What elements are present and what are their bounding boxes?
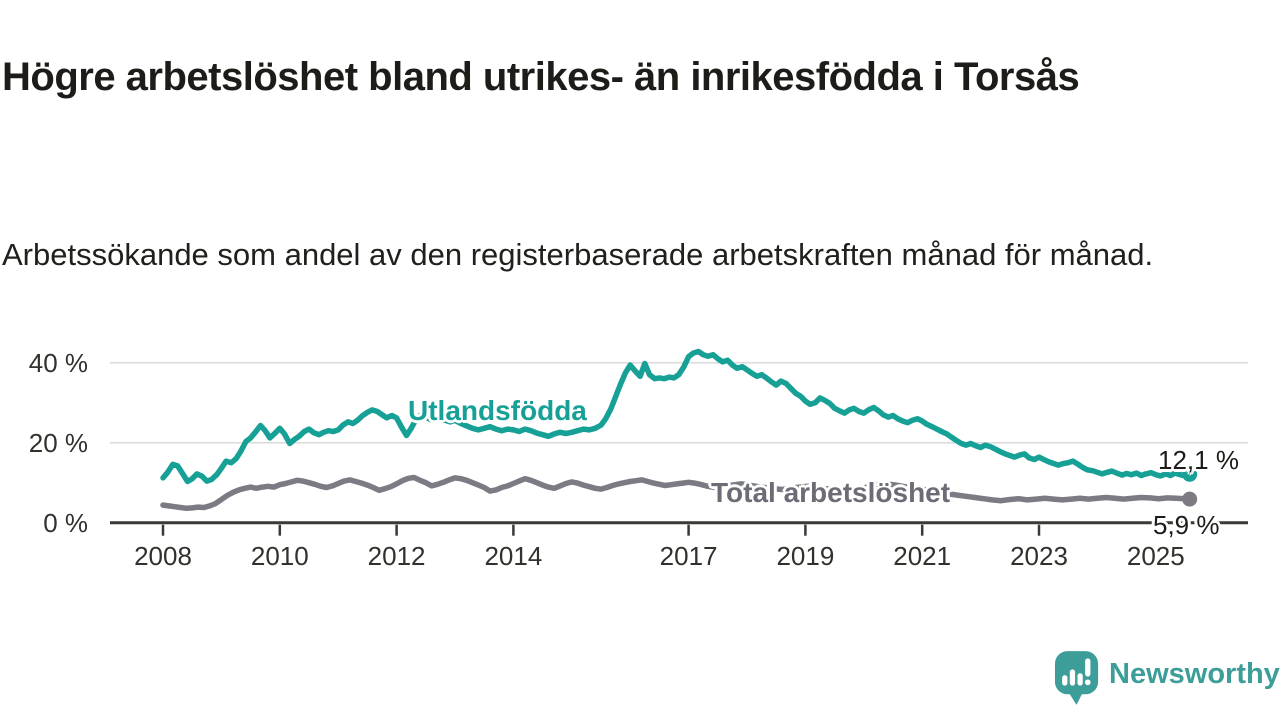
newsworthy-logo[interactable]: Newsworthy — [1054, 650, 1280, 706]
y-tick-label: 0 % — [43, 507, 88, 538]
series-end-dot-utlandsfodda — [1182, 466, 1198, 482]
x-tick-label: 2014 — [484, 541, 543, 571]
x-tick-label: 2012 — [367, 541, 426, 571]
series-line-total-arbetsloshet — [160, 474, 1193, 512]
series-label-utlandsfodda: Utlandsfödda — [408, 395, 587, 426]
x-tick-label: 2021 — [893, 541, 952, 571]
x-tick-label: 2023 — [1010, 541, 1068, 571]
end-value-label-total: 5,9 % — [1153, 510, 1220, 540]
series-label-total-arbetsloshet: Total arbetslöshet — [711, 477, 951, 508]
x-tick-label: 2008 — [134, 541, 192, 571]
x-tick-label: 2010 — [250, 541, 309, 571]
page-title: Högre arbetslöshet bland utrikes- än inr… — [2, 54, 1080, 99]
series-line-utlandsfodda — [160, 348, 1193, 485]
newsworthy-wordmark: Newsworthy — [1109, 658, 1280, 690]
newsworthy-chart-bubble-icon — [1054, 651, 1099, 705]
end-value-label-utlandsfodda: 12,1 % — [1158, 445, 1239, 475]
series-end-dot-total-arbetsloshet — [1182, 491, 1198, 507]
y-tick-label: 40 % — [28, 347, 88, 378]
page-subtitle: Arbetssökande som andel av den registerb… — [2, 237, 1154, 272]
x-tick-label: 2017 — [659, 541, 718, 571]
y-tick-label: 20 % — [28, 427, 88, 458]
x-tick-label: 2019 — [776, 541, 835, 571]
x-tick-label: 2025 — [1126, 541, 1185, 571]
